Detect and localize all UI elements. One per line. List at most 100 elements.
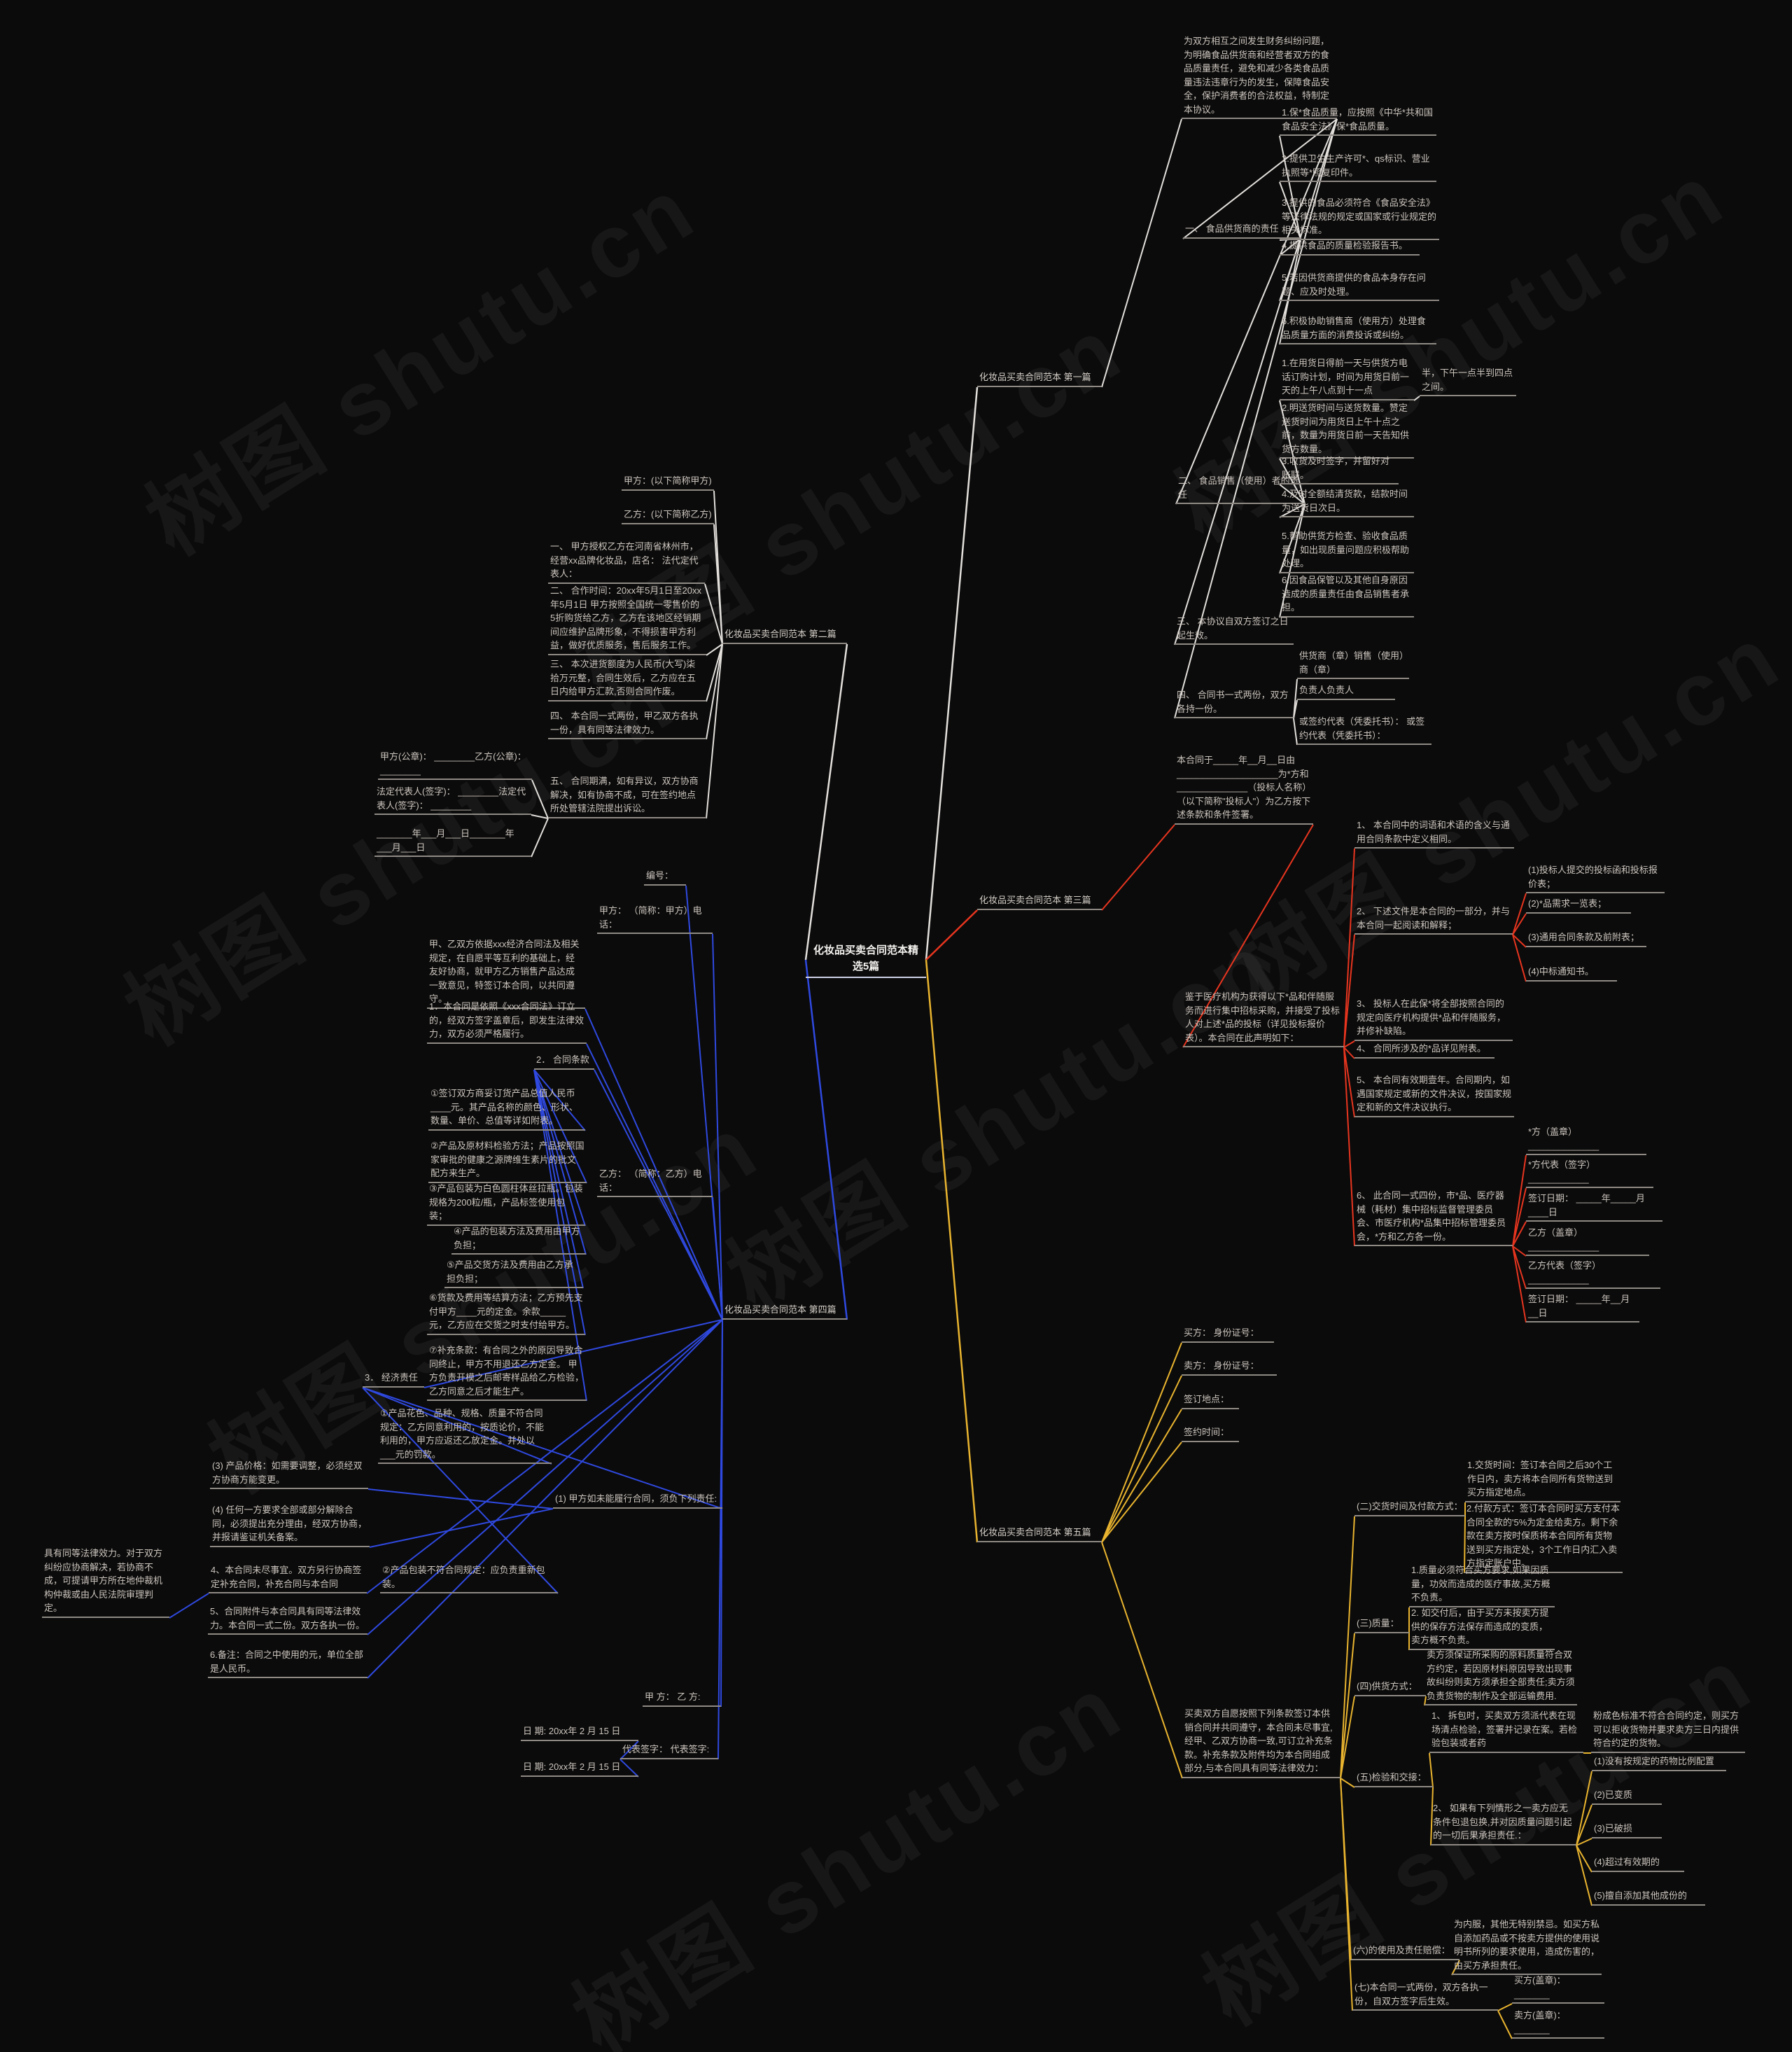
mindmap-node-b4_3_1[interactable]: ①产品花色、品种、规格、质量不符合同规定：乙方同意利用的，按质论价，不能利用的，… bbox=[378, 1406, 552, 1464]
mindmap-node-b5_4[interactable]: 签约时间： bbox=[1182, 1425, 1239, 1442]
mindmap-node-b3_i1[interactable]: 本合同于_____年__月__日由____________________为*方… bbox=[1175, 753, 1313, 825]
mindmap-node-b5_s7_1[interactable]: 买方(盖章)： _______ bbox=[1512, 1973, 1604, 2004]
mindmap-node-b4L[interactable]: 化妆品买卖合同范本 第四篇 bbox=[722, 1302, 847, 1320]
mindmap-node-b5_s5_2_4[interactable]: (4)超过有效期的 bbox=[1592, 1855, 1684, 1872]
mindmap-node-b1_4_3[interactable]: 或签约代表（凭委托书）： 或签约代表（凭委托书）： bbox=[1297, 714, 1432, 745]
mindmap-node-b5_1[interactable]: 买方： 身份证号： bbox=[1182, 1325, 1274, 1343]
mindmap-node-b4_sig2[interactable]: 日 期: 20xx年 2 月 15 日 bbox=[521, 1724, 638, 1741]
mindmap-node-b1_4_1[interactable]: 供货商（章）销售（使用）商（章） bbox=[1297, 648, 1409, 679]
mindmap-node-b5_s7[interactable]: (七)本合同一式两份，双方各执一份，自双方签字后生效。 bbox=[1352, 1980, 1498, 2011]
mindmap-node-b1L[interactable]: 化妆品买卖合同范本 第一篇 bbox=[977, 370, 1102, 387]
mindmap-node-b5_s5_2_1[interactable]: (1)没有按规定的药物比例配置 bbox=[1592, 1754, 1726, 1771]
mindmap-node-b5_s4[interactable]: (四)供货方式： bbox=[1354, 1679, 1426, 1696]
mindmap-node-b4_4[interactable]: 4、本合同未尽事宜。双方另行协商签定补充合同，补充合同与本合同 bbox=[209, 1563, 367, 1593]
mindmap-node-b5_s4_1[interactable]: 卖方须保证所采购的原料质量符合双方约定，若因原材料原因导致出现事故纠纷则卖方须承… bbox=[1424, 1647, 1577, 1705]
mindmap-node-b5_s3_1[interactable]: 1.质量必须符合买方要求,如果因质量，功效而造成的医疗事故,买方概不负责。 bbox=[1409, 1563, 1555, 1607]
mindmap-node-b4_sig1[interactable]: 甲 方： 乙 方: bbox=[643, 1689, 721, 1707]
mindmap-node-b3_6_2[interactable]: *方代表（签字） ____________ bbox=[1526, 1157, 1653, 1188]
mindmap-node-b5L[interactable]: 化妆品买卖合同范本 第五篇 bbox=[977, 1525, 1102, 1542]
mindmap-node-b1_3[interactable]: 三、 本协议自双方签订之日起生效。 bbox=[1175, 614, 1294, 645]
mindmap-node-b5_s5[interactable]: (五)检验和交接： bbox=[1354, 1770, 1433, 1787]
mindmap-node-b3_6_5[interactable]: 乙方代表（签字） ____________ bbox=[1526, 1258, 1660, 1289]
mindmap-node-b4_3[interactable]: 3． 经济责任 bbox=[363, 1370, 424, 1388]
mindmap-node-b2_3[interactable]: 一、 甲方授权乙方在河南省林州市，经营xx品牌化妆品，店名： 法代定代表人： bbox=[548, 539, 705, 584]
mindmap-node-b4_2_2[interactable]: ②产品及原材料检验方法；产品按照国家审批的健康之源牌维生素片的批文配方来生产。 bbox=[428, 1138, 587, 1183]
mindmap-node-b4_2_5[interactable]: ⑤产品交货方法及费用由乙方承担负担； bbox=[444, 1257, 583, 1288]
mindmap-node-b1_2_3[interactable]: 3.收货及时签字，并留好对账联。 bbox=[1280, 454, 1399, 484]
mindmap-node-b3_4[interactable]: 4、 合同所涉及的*品详见附表。 bbox=[1354, 1041, 1494, 1059]
mindmap-node-b3_3[interactable]: 3、 投标人在此保*将全部按照合同的规定向医疗机构提供*品和伴随服务，并修补缺陷… bbox=[1354, 996, 1513, 1041]
mindmap-node-b5_s5_2_3[interactable]: (3)已破损 bbox=[1592, 1821, 1662, 1838]
mindmap-node-b2_2[interactable]: 乙方：(以下简称乙方) bbox=[622, 507, 714, 524]
mindmap-node-b4_3_2[interactable]: (1) 甲方如未能履行合同，须负下列责任: bbox=[553, 1491, 722, 1509]
mindmap-node-b3_2_1[interactable]: (1)投标人提交的投标函和投标报价表； bbox=[1526, 863, 1665, 893]
mindmap-node-b4_6[interactable]: 5、合同附件与本合同具有同等法律效力。本合同一式二份。双方各执一份。 bbox=[208, 1604, 368, 1635]
mindmap-node-b2_7[interactable]: 五、 合同期满，如有异议，双方协商解决，如有协商不成，可在签约地点所处管辖法院提… bbox=[548, 774, 706, 818]
mindmap-node-b2_5[interactable]: 三、 本次进货额度为人民币(大写)柒拾万元整，合同生效后，乙方应在五日内给甲方汇… bbox=[548, 657, 706, 702]
mindmap-node-b4_4_1[interactable]: 具有同等法律效力。对于双方纠纷应协商解决，若协商不成，可提请甲方所在地仲裁机构仲… bbox=[42, 1546, 169, 1618]
mindmap-node-b3_6_3[interactable]: 签订日期： _____年_____月____日 bbox=[1526, 1191, 1662, 1222]
mindmap-node-b4_2[interactable]: 2． 合同条款 bbox=[534, 1052, 594, 1070]
mindmap-node-b5_s2[interactable]: (二)交货时间及付款方式： bbox=[1354, 1499, 1465, 1516]
mindmap-node-b2_4[interactable]: 二、 合作时间：20xx年5月1日至20xx年5月1日 甲方按照全国统一零售价的… bbox=[548, 583, 706, 655]
mindmap-node-b1_4[interactable]: 四、 合同书一式两份，双方各持一份。 bbox=[1175, 688, 1294, 718]
mindmap-node-b5_s3[interactable]: (三)质量： bbox=[1354, 1616, 1409, 1633]
mindmap-node-b2_7_3[interactable]: _______年___月___日_______年___月___日 bbox=[374, 826, 531, 857]
mindmap-node-b3_2_4[interactable]: (4)中标通知书。 bbox=[1526, 964, 1617, 982]
mindmap-node-b3_2[interactable]: 2、 下述文件是本合同的一部分，并与本合同一起阅读和解释； bbox=[1354, 904, 1513, 935]
mindmap-node-b5_s5_1b[interactable]: 粉成色标准不符合合同约定，则买方可以拒收货物并要求卖方三日内提供符合约定的货物。 bbox=[1591, 1708, 1745, 1753]
mindmap-node-b3_6_1[interactable]: *方（盖章） ______________ bbox=[1526, 1124, 1646, 1155]
mindmap-node-b3_2_2[interactable]: (2)*品需求一览表； bbox=[1526, 896, 1631, 914]
mindmap-node-b1_4_2[interactable]: 负责人负责人 bbox=[1297, 683, 1395, 700]
mindmap-node-b4_5[interactable]: ②产品包装不符合同规定：应负责重新包装。 bbox=[380, 1563, 558, 1593]
mindmap-node-b4_7[interactable]: 6.备注：合同之中使用的元，单位全部是人民币。 bbox=[208, 1647, 368, 1678]
mindmap-node-b4_sig4[interactable]: 日 期: 20xx年 2 月 15 日 bbox=[521, 1759, 638, 1777]
root-node[interactable]: 化妆品买卖合同范本精选5篇 bbox=[806, 942, 926, 978]
mindmap-node-b5_s5_2_5[interactable]: (5)擅自添加其他成份的 bbox=[1592, 1888, 1705, 1906]
mindmap-node-b4_1[interactable]: 1．本合同是依照《xxx合同法》订立的，经双方签字盖章后，即发生法律效力，双方必… bbox=[427, 999, 587, 1044]
mindmap-node-b2_6[interactable]: 四、 本合同一式两份，甲乙双方各执一份，具有同等法律效力。 bbox=[548, 709, 706, 739]
mindmap-node-b5_s5_1[interactable]: 1、 拆包时，买卖双方须派代表在现场清点检验，签署并记录在案。若检验包装或者药 bbox=[1429, 1708, 1583, 1753]
mindmap-node-b2_7_2[interactable]: 法定代表人(签字)： ________法定代表人(签字)： ________ bbox=[374, 784, 531, 815]
mindmap-node-b4_3_4[interactable]: (4) 任何一方要求全部或部分解除合同，必须提出充分理由，经双方协商，并报请鉴证… bbox=[210, 1502, 370, 1547]
mindmap-node-b3_5[interactable]: 5、 本合同有效期壹年。合同期内，如遇国家规定或新的文件决议，按国家规定和新的文… bbox=[1354, 1073, 1514, 1117]
mindmap-node-b1_1_1[interactable]: 1.保*食品质量，应按照《中华*共和国食品安全法》保*食品质量。 bbox=[1280, 105, 1436, 136]
mindmap-node-b1_1_3[interactable]: 3.提供的食品必须符合《食品安全法》等法律法规的规定或国家或行业规定的相关标准。 bbox=[1280, 195, 1439, 240]
mindmap-node-b4_2_7[interactable]: ⑦补充条款：有合同之外的原因导致合同终止，甲方不用退还乙方定金。 甲方负责开模之… bbox=[427, 1343, 587, 1401]
mindmap-node-b5_s2_1[interactable]: 1.交货时间：签订本合同之后30个工作日内，卖方将本合同所有货物送到买方指定地点… bbox=[1465, 1458, 1620, 1502]
mindmap-node-b4_2_1[interactable]: ①签订双方商妥订货产品总值人民币____元。其产品名称的颜色、形状、数量、单价、… bbox=[428, 1086, 585, 1131]
mindmap-node-b2L[interactable]: 化妆品买卖合同范本 第二篇 bbox=[722, 627, 847, 644]
mindmap-node-b1_intro[interactable]: 为双方相互之间发生财务纠纷问题，为明确食品供货商和经营者双方的食品质量责任，避免… bbox=[1182, 34, 1337, 119]
mindmap-node-b4_2_3[interactable]: ③产品包装为白色圆柱体丝拉瓶。包装规格为200粒/瓶，产品标签使用包装； bbox=[427, 1181, 585, 1226]
mindmap-node-b1_1_6[interactable]: 6.积极协助销售商（使用方）处理食品质量方面的消费投诉或纠纷。 bbox=[1280, 314, 1436, 344]
mindmap-node-b3_i2[interactable]: 鉴于医疗机构为获得以下*品和伴随服务而进行集中招标采购，并接受了投标人对上述*品… bbox=[1183, 989, 1344, 1047]
mindmap-node-b1_1_5[interactable]: 5.若因供货商提供的食品本身存在问题、应及时处理。 bbox=[1280, 270, 1439, 301]
mindmap-node-b2_7_1[interactable]: 甲方(公章)： ________乙方(公章)： ________ bbox=[378, 749, 532, 780]
mindmap-node-b4_yf[interactable]: 乙方： （简称：乙方）电话： bbox=[597, 1166, 713, 1197]
mindmap-node-b1_2_4[interactable]: 4.及时全额结清货款，结款时间为送货日次日。 bbox=[1280, 487, 1414, 517]
mindmap-node-b4_3_3[interactable]: (3) 产品价格：如需要调整，必须经双方协商方能变更。 bbox=[210, 1458, 368, 1489]
mindmap-node-b4_intro[interactable]: 甲、乙双方依据xxx经济合同法及相关规定，在自愿平等互利的基础上，经友好协商，就… bbox=[427, 937, 585, 1009]
mindmap-node-b1_2_1[interactable]: 1.在用货日得前一天与供货方电话订购计划，时间为用货日前一天的上午八点到十一点 bbox=[1280, 356, 1414, 400]
mindmap-node-b4_jf[interactable]: 甲方： （简称：甲方）电话： bbox=[597, 903, 713, 934]
mindmap-node-b5_s2_2[interactable]: 2.付款方式：签订本合同时买方支付本合同全款的'5%为定金给卖方。剩下余款在卖方… bbox=[1464, 1501, 1623, 1573]
mindmap-node-b1_2_2[interactable]: 2.明送货时间与送货数量。赞定送货时间为用货日上午十点之前，数量为用货日前一天告… bbox=[1280, 400, 1414, 459]
mindmap-node-b5_s7_2[interactable]: 卖方(盖章)： _______ bbox=[1512, 2008, 1604, 2039]
mindmap-node-b2_1[interactable]: 甲方：(以下简称甲方) bbox=[622, 473, 714, 491]
mindmap-node-b3_6[interactable]: 6、 此合同一式四份，市*品、医疗器械（耗材）集中招标监督管理委员会、市医疗机构… bbox=[1354, 1188, 1513, 1246]
mindmap-node-b1_2_1b[interactable]: 半，下午一点半到四点之间。 bbox=[1420, 365, 1516, 396]
mindmap-node-b5_i[interactable]: 买卖双方自愿按照下列条款签订本供销合同并共同遵守，本合同未尽事宜,经甲、乙双方协… bbox=[1182, 1706, 1340, 1778]
mindmap-node-b4_sig3[interactable]: 代表签字： 代表签字: bbox=[620, 1742, 718, 1759]
mindmap-node-b1_2_5[interactable]: 5.帮助供货方检查、验收食品质量，如出现质量问题应积极帮助处理。 bbox=[1280, 529, 1414, 573]
mindmap-node-b4_2_4[interactable]: ④产品的包装方法及费用由甲方负担； bbox=[451, 1224, 586, 1255]
mindmap-node-b1_2_6[interactable]: 6.因食品保管以及其他自身原因造成的质量责任由食品销售者承担。 bbox=[1280, 573, 1414, 617]
mindmap-node-b3_6_6[interactable]: 签订日期： _____年__月__日 bbox=[1526, 1292, 1639, 1322]
mindmap-node-b1_1_2[interactable]: 2.提供卫生生产许可*、qs标识、营业执照等*照复印件。 bbox=[1280, 151, 1436, 182]
mindmap-node-b3L[interactable]: 化妆品买卖合同范本 第三篇 bbox=[977, 893, 1102, 910]
mindmap-node-b5_s6_1[interactable]: 为内服，其他无特别禁忌。如买方私自添加药品或不按卖方提供的使用说明书所列的要求使… bbox=[1452, 1917, 1602, 1975]
mindmap-node-b4_no[interactable]: 编号： bbox=[644, 868, 686, 886]
mindmap-node-b5_s5_2_2[interactable]: (2)已变质 bbox=[1592, 1787, 1662, 1805]
mindmap-node-b5_s3_2[interactable]: 2. 如交付后，由于买方未按卖方提供的保存方法保存而造成的变质，卖方概不负责。 bbox=[1409, 1605, 1555, 1650]
mindmap-node-b5_s6[interactable]: (六)的使用及责任赔偿： bbox=[1351, 1943, 1460, 1960]
mindmap-node-b5_s5_2[interactable]: 2、 如果有下列情形之一卖方应无条件包退包换,并对因质量问题引起的一切后果承担责… bbox=[1431, 1801, 1576, 1845]
